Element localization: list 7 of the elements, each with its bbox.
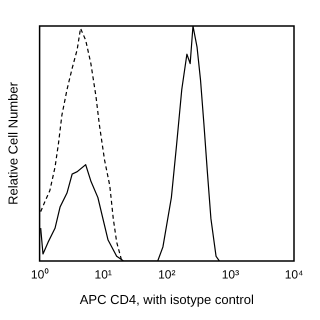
x-tick-label: 10¹ <box>94 268 112 282</box>
y-axis-title: Relative Cell Number <box>5 81 20 205</box>
x-axis-title: APC CD4, with isotype control <box>80 292 254 307</box>
x-tick-label: 10² <box>158 268 176 282</box>
x-tick-label: 10⁴ <box>284 268 304 282</box>
x-tick-label: 10³ <box>222 268 240 282</box>
x-tick-label: 10⁰ <box>30 268 48 282</box>
